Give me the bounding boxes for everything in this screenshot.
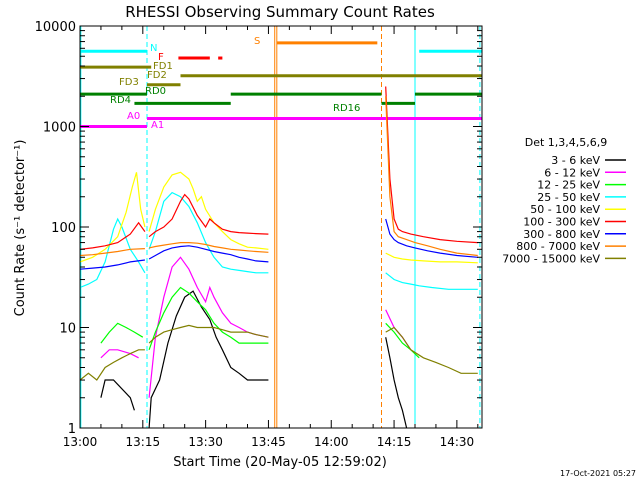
x-tick-label-1: 13:15 xyxy=(126,435,161,449)
legend-label-2: 12 - 25 keV xyxy=(537,179,600,192)
legend-label-4: 50 - 100 keV xyxy=(530,203,600,216)
series-line-1-1 xyxy=(148,256,269,398)
series-line-7-1 xyxy=(148,242,269,253)
series-line-6-1 xyxy=(148,245,269,263)
series-line-5-2 xyxy=(385,86,478,244)
legend-label-7: 800 - 7000 keV xyxy=(516,240,600,253)
legend-label-3: 25 - 50 keV xyxy=(537,191,600,204)
series-line-3-1 xyxy=(148,191,269,274)
x-tick-label-5: 14:15 xyxy=(377,435,412,449)
series-line-3-2 xyxy=(385,272,478,290)
series-line-8-0 xyxy=(80,349,145,381)
x-axis-ticks: 13:00 13:15 13:30 13:45 14:00 14:15 14:30 xyxy=(63,26,479,449)
x-tick-label-2: 13:30 xyxy=(188,435,223,449)
state-label-n: N xyxy=(150,43,157,54)
state-label-rd0: RD0 xyxy=(145,86,166,97)
series-line-2-1 xyxy=(148,286,269,351)
chart-title: RHESSI Observing Summary Count Rates xyxy=(125,3,435,21)
series-line-4-1 xyxy=(148,171,269,250)
series-line-2-0 xyxy=(100,322,144,344)
series-line-5-1 xyxy=(148,193,269,238)
series-line-3-0 xyxy=(80,217,146,289)
state-label-fd1: FD1 xyxy=(153,61,173,72)
state-label-rd16: RD16 xyxy=(333,103,360,114)
legend-label-8: 7000 - 15000 keV xyxy=(502,252,600,265)
series-line-0-1 xyxy=(148,290,269,428)
footer-timestamp: 17-Oct-2021 05:27 xyxy=(560,469,636,478)
state-label-f: F xyxy=(158,52,164,63)
series-line-8-2 xyxy=(385,326,478,374)
state-label-fd2: FD2 xyxy=(147,70,167,81)
series-line-6-0 xyxy=(80,259,145,270)
y-tick-label-2: 100 xyxy=(51,221,76,236)
state-label-a1: A1 xyxy=(151,120,164,131)
legend-title: Det 1,3,4,5,6,9 xyxy=(525,136,608,149)
series-line-0-2 xyxy=(385,337,408,428)
series-line-1-0 xyxy=(100,349,139,359)
series-line-6-2 xyxy=(385,218,478,258)
y-tick-label-3: 1000 xyxy=(43,121,76,136)
x-tick-label-4: 14:00 xyxy=(314,435,349,449)
x-tick-label-0: 13:00 xyxy=(63,435,98,449)
series-line-8-1 xyxy=(148,324,269,344)
y-axis-label: Count Rate (s⁻¹ detector⁻¹) xyxy=(13,140,28,317)
series-line-5-0 xyxy=(80,221,146,250)
series-line-4-2 xyxy=(385,252,478,264)
y-axis-ticks: 1 10 100 1000 10000 xyxy=(35,20,482,437)
state-label-a0: A0 xyxy=(127,111,140,122)
y-tick-label-1: 10 xyxy=(59,322,76,337)
x-tick-label-3: 13:45 xyxy=(251,435,286,449)
legend-label-0: 3 - 6 keV xyxy=(551,154,600,167)
series-line-0-0 xyxy=(100,379,135,411)
state-label-fd3: FD3 xyxy=(119,77,139,88)
series-line-7-2 xyxy=(385,96,478,257)
x-tick-label-6: 14:30 xyxy=(440,435,475,449)
state-label-rd4: RD4 xyxy=(110,95,131,106)
legend-label-5: 100 - 300 keV xyxy=(523,216,600,229)
legend-label-1: 6 - 12 keV xyxy=(544,166,600,179)
state-label-s: S xyxy=(254,36,260,47)
x-axis-label: Start Time (20-May-05 12:59:02) xyxy=(173,455,387,470)
legend-label-6: 300 - 800 keV xyxy=(523,228,600,241)
y-tick-label-0: 1 xyxy=(68,422,76,437)
series-line-7-0 xyxy=(80,248,145,257)
y-tick-label-4: 10000 xyxy=(35,20,76,35)
